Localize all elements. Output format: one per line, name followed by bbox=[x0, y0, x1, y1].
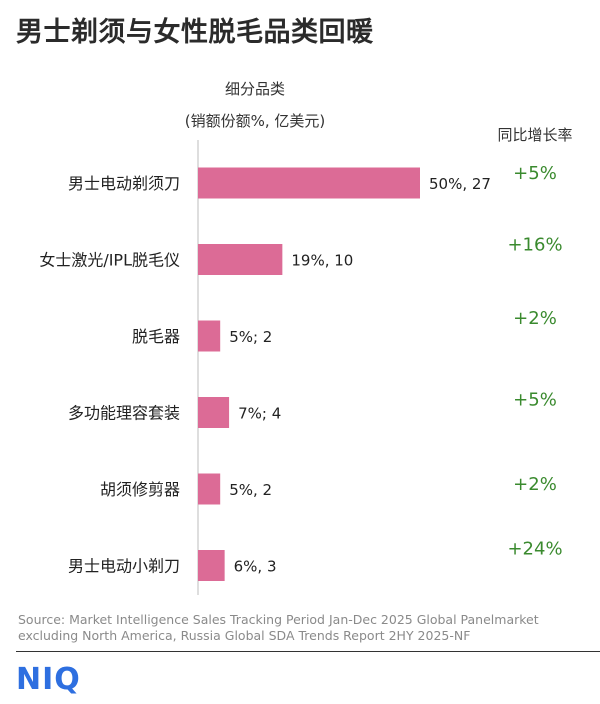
value-label: 5%; 2 bbox=[229, 328, 272, 346]
value-label: 19%, 10 bbox=[291, 252, 353, 270]
bar bbox=[198, 244, 283, 275]
bar-chart: 男士电动剃须刀 50%, 27 +5% 女士激光/IPL脱毛仪 19%, 10 +16% 脱… bbox=[39, 140, 563, 595]
source-note: Source: Market Intelligence Sales Tracki… bbox=[18, 612, 539, 643]
value-label: 5%, 2 bbox=[229, 481, 272, 499]
growth-label: +5% bbox=[513, 163, 557, 184]
category-header-unit: (销额份额%, 亿美元) bbox=[184, 112, 326, 130]
value-label: 50%, 27 bbox=[429, 175, 491, 193]
growth-label: +2% bbox=[513, 474, 557, 495]
growth-header: 同比增长率 bbox=[497, 126, 573, 144]
category-label: 多功能理容套装 bbox=[68, 404, 180, 423]
value-label: 7%; 4 bbox=[238, 405, 281, 423]
growth-label: +2% bbox=[513, 308, 557, 329]
bar bbox=[198, 320, 221, 352]
category-label: 男士电动剃须刀 bbox=[68, 174, 180, 193]
niq-logo: NIQ bbox=[16, 662, 81, 697]
growth-label: +5% bbox=[513, 390, 557, 411]
chart-title: 男士剃须与女性脱毛品类回暖 bbox=[16, 17, 374, 48]
bar bbox=[198, 550, 225, 581]
category-label: 脱毛器 bbox=[132, 327, 180, 346]
category-label: 男士电动小剃刀 bbox=[68, 557, 180, 576]
bar bbox=[198, 167, 420, 199]
bar bbox=[198, 397, 230, 428]
value-label: 6%, 3 bbox=[234, 558, 277, 576]
divider bbox=[16, 651, 600, 652]
growth-label: +16% bbox=[507, 235, 562, 256]
category-label: 胡须修剪器 bbox=[100, 480, 180, 499]
bar bbox=[198, 473, 221, 505]
category-label: 女士激光/IPL脱毛仪 bbox=[39, 251, 180, 270]
growth-label: +24% bbox=[507, 539, 562, 560]
category-header: 细分品类 bbox=[224, 80, 285, 98]
